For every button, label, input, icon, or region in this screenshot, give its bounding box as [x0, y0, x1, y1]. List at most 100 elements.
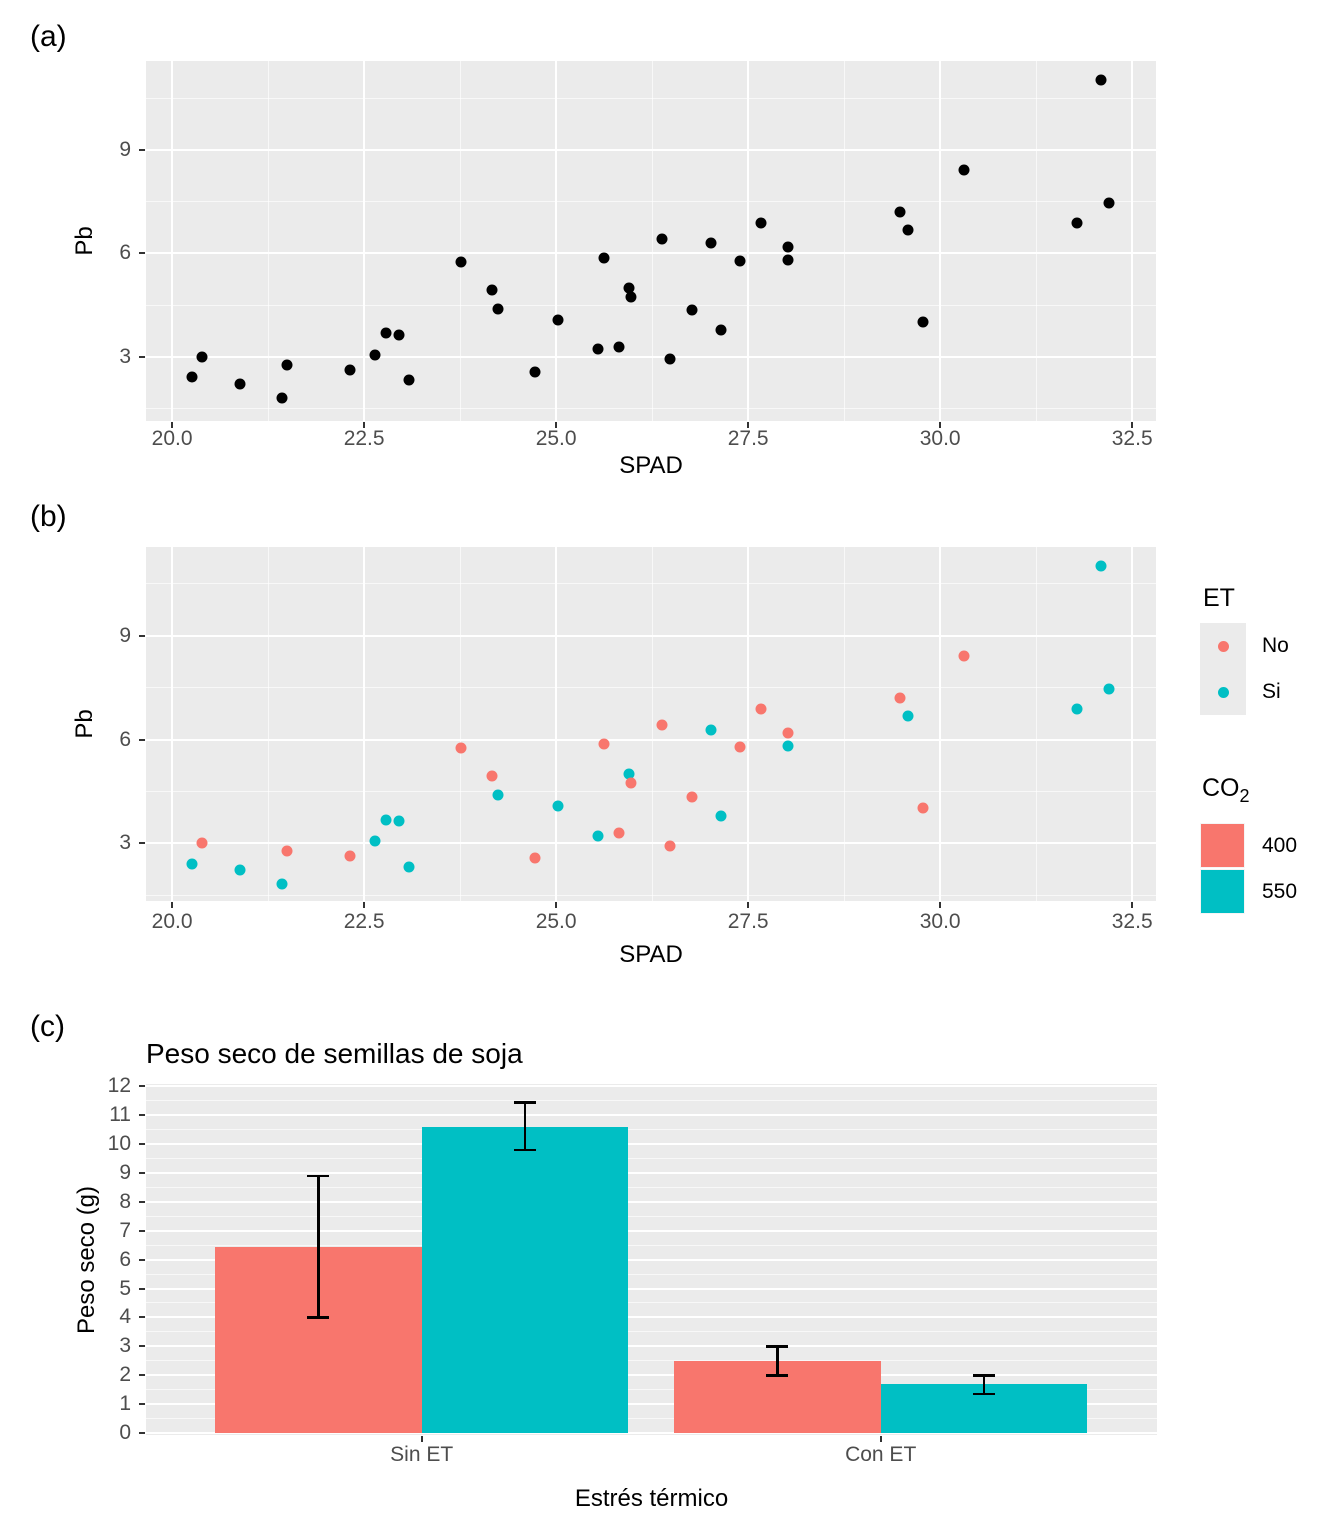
x-axis-tick: [171, 902, 174, 908]
y-axis-tick-label: 12: [107, 1074, 131, 1098]
error-bar-cap-top: [307, 1174, 330, 1178]
x-axis-tick-label: Con ET: [845, 1443, 917, 1466]
scatter-point: [782, 740, 794, 752]
y-gridline-minor: [146, 583, 1156, 585]
x-axis-tick-label: 30.0: [919, 427, 961, 450]
scatter-point: [715, 810, 726, 822]
scatter-point: [917, 802, 929, 814]
scatter-point: [403, 374, 415, 386]
x-gridline-major: [747, 547, 750, 901]
scatter-point: [1103, 683, 1115, 695]
y-axis-tick: [139, 1345, 145, 1348]
legend-co2-label-400: 400: [1262, 834, 1298, 857]
x-gridline-major: [1131, 61, 1134, 421]
y-axis-tick-label: 3: [119, 1334, 131, 1358]
scatter-point: [782, 241, 794, 253]
scatter-point: [186, 858, 198, 870]
scatter-point: [1103, 197, 1115, 209]
legend-co2-title-main: CO: [1202, 774, 1240, 802]
x-axis-tick-label: 30.0: [919, 910, 961, 933]
x-gridline-major: [939, 547, 942, 901]
scatter-point: [623, 282, 635, 294]
panel-b-plot-area: [146, 547, 1156, 901]
scatter-point: [705, 237, 717, 249]
legend-et-label-si: Si: [1262, 680, 1281, 703]
scatter-point: [455, 256, 467, 268]
x-gridline-minor: [651, 547, 653, 901]
scatter-point: [917, 316, 929, 328]
scatter-point: [344, 850, 356, 862]
scatter-point: [369, 835, 381, 847]
y-gridline-major: [146, 1114, 1157, 1117]
scatter-point: [734, 255, 746, 267]
panel-a-x-axis-title: SPAD: [619, 452, 683, 479]
scatter-point: [276, 878, 288, 890]
y-gridline-major: [146, 1258, 1157, 1261]
y-axis-tick-label: 6: [119, 727, 131, 751]
scatter-point: [894, 692, 906, 704]
y-axis-tick-label: 10: [107, 1132, 131, 1155]
scatter-point: [782, 254, 794, 266]
y-gridline-major: [146, 148, 1156, 151]
scatter-point: [455, 742, 467, 754]
panel-b-x-axis-title: SPAD: [619, 941, 683, 968]
scatter-point: [613, 827, 625, 839]
y-gridline-minor: [146, 1389, 1157, 1391]
legend-si-point-icon: [1217, 686, 1229, 698]
y-gridline-major: [146, 1287, 1157, 1290]
error-bar-cap-top: [766, 1345, 789, 1348]
y-gridline-minor: [146, 1186, 1157, 1188]
y-axis-tick: [139, 355, 145, 358]
scatter-point: [656, 719, 668, 731]
scatter-point: [958, 650, 970, 662]
legend-no-point-icon: [1217, 640, 1229, 652]
legend-key-no: [1200, 623, 1246, 669]
scatter-point: [705, 724, 717, 736]
x-gridline-major: [1131, 547, 1134, 901]
x-gridline-minor: [843, 547, 845, 901]
scatter-point: [598, 738, 610, 750]
scatter-point: [552, 314, 564, 326]
scatter-point: [686, 791, 698, 803]
error-bar-cap-bottom: [766, 1374, 789, 1377]
y-axis-tick-label: 9: [119, 623, 131, 647]
bar-550-sin-et: [421, 1126, 629, 1433]
scatter-point: [344, 364, 356, 376]
y-axis-tick: [139, 1432, 145, 1434]
y-axis-tick: [139, 1287, 145, 1290]
panel-c-x-axis-title: Estrés térmico: [574, 1485, 729, 1512]
x-axis-tick-label: 25.0: [535, 910, 577, 933]
error-bar-line: [776, 1346, 779, 1376]
y-gridline-major: [146, 1403, 1157, 1406]
error-bar-line: [982, 1375, 986, 1394]
y-axis-tick-label: 2: [119, 1363, 131, 1387]
x-axis-tick: [363, 422, 366, 428]
scatter-point: [686, 304, 698, 316]
y-axis-tick-label: 5: [119, 1276, 131, 1300]
y-gridline-major: [146, 738, 1156, 741]
x-gridline-minor: [267, 547, 269, 901]
legend-et-label-no: No: [1262, 634, 1289, 657]
legend-co2-title-sub: 2: [1239, 786, 1250, 806]
scatter-point: [1071, 217, 1083, 229]
x-gridline-major: [363, 61, 366, 421]
scatter-point: [902, 710, 914, 722]
scatter-point: [623, 768, 635, 780]
y-gridline-major: [146, 252, 1156, 255]
panel-c-label: (c): [30, 1010, 65, 1043]
y-axis-tick-label: 3: [119, 831, 131, 855]
scatter-point: [1071, 703, 1083, 715]
error-bar-cap-bottom: [307, 1316, 330, 1319]
y-gridline-major: [146, 1316, 1157, 1319]
x-axis-tick-label: Sin ET: [390, 1443, 454, 1466]
x-axis-tick-label: 20.0: [151, 910, 193, 933]
y-axis-tick: [139, 634, 145, 637]
x-gridline-major: [363, 547, 366, 901]
scatter-point: [234, 864, 246, 876]
y-axis-tick-label: 6: [119, 1247, 131, 1271]
x-axis-tick: [171, 422, 174, 428]
y-gridline-minor: [146, 1273, 1157, 1275]
scatter-point: [393, 329, 405, 341]
y-axis-tick: [139, 1229, 145, 1232]
